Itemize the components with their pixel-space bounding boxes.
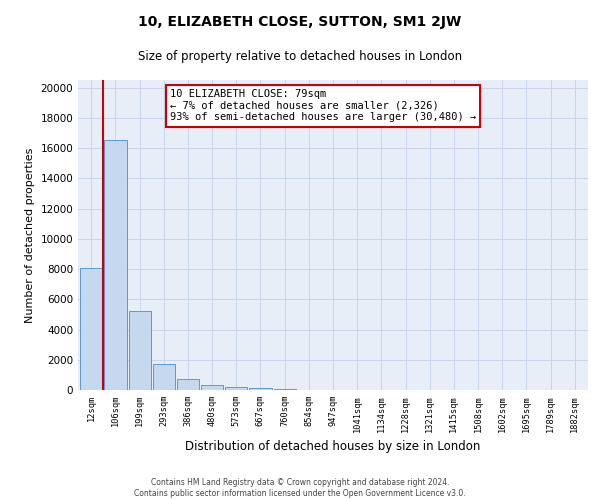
Text: Size of property relative to detached houses in London: Size of property relative to detached ho… (138, 50, 462, 63)
Y-axis label: Number of detached properties: Number of detached properties (25, 148, 35, 322)
X-axis label: Distribution of detached houses by size in London: Distribution of detached houses by size … (185, 440, 481, 453)
Bar (225, 387, 247, 390)
Bar (250, 388, 272, 390)
Bar (104, 140, 127, 390)
Bar (128, 312, 151, 390)
Text: Contains HM Land Registry data © Crown copyright and database right 2024.
Contai: Contains HM Land Registry data © Crown c… (134, 478, 466, 498)
Bar (177, 380, 199, 390)
Text: 10 ELIZABETH CLOSE: 79sqm
← 7% of detached houses are smaller (2,326)
93% of sem: 10 ELIZABETH CLOSE: 79sqm ← 7% of detach… (170, 90, 476, 122)
Text: 10, ELIZABETH CLOSE, SUTTON, SM1 2JW: 10, ELIZABETH CLOSE, SUTTON, SM1 2JW (139, 15, 461, 29)
Bar (152, 364, 175, 390)
Bar (274, 389, 296, 390)
Bar (201, 386, 223, 390)
Bar (80, 268, 103, 390)
